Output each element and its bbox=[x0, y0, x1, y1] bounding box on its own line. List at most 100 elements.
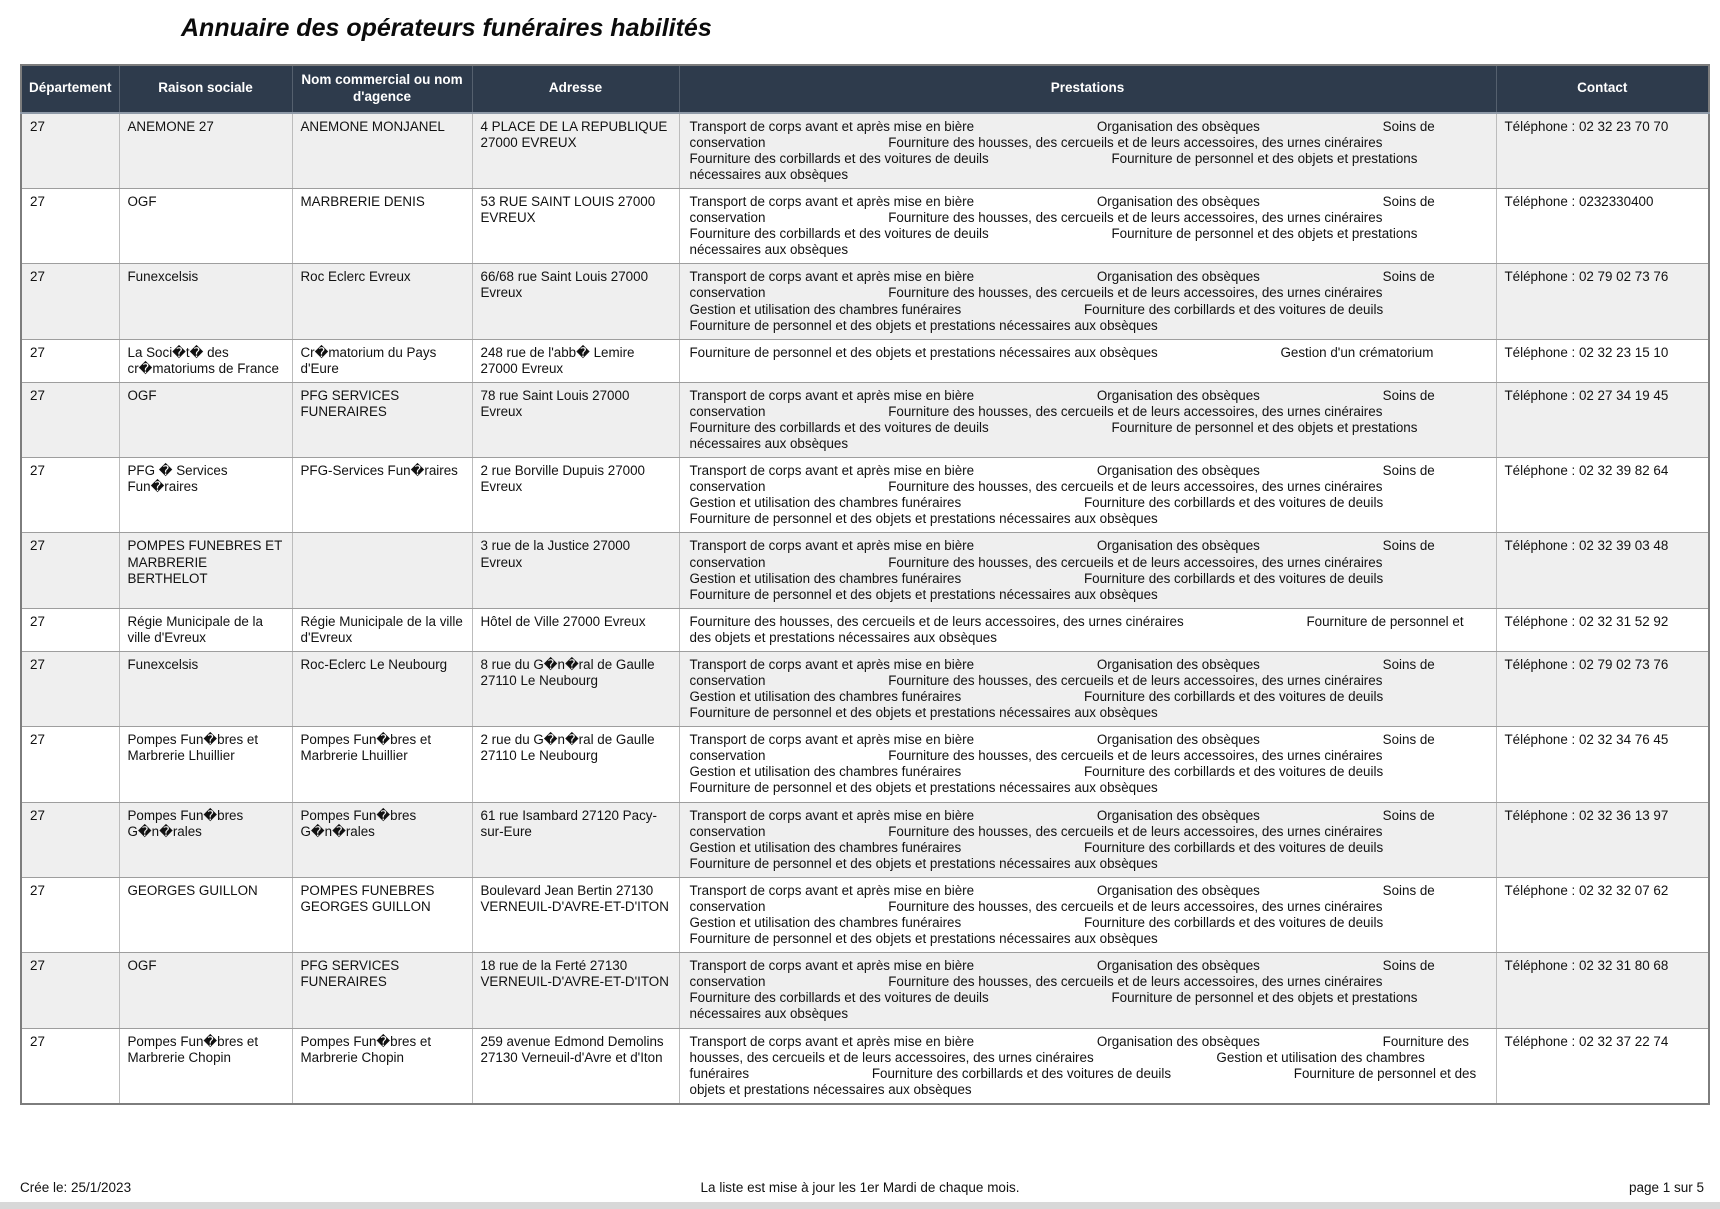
prestations-cell: Transport de corps avant et après mise e… bbox=[679, 726, 1497, 803]
nom-commercial-cell: MARBRERIE DENIS bbox=[292, 188, 473, 265]
table-row: 27 ANEMONE 27 ANEMONE MONJANEL 4 PLACE DE L… bbox=[21, 112, 1709, 190]
departement-cell: 27 bbox=[21, 382, 120, 459]
contact-cell: Téléphone : 02 32 39 82 64 bbox=[1496, 457, 1709, 534]
contact-cell: Téléphone : 02 32 23 70 70 bbox=[1496, 112, 1709, 190]
prestations-cell: Transport de corps avant et après mise e… bbox=[679, 188, 1497, 265]
prestations-cell: Fourniture des housses, des cercueils et… bbox=[679, 608, 1497, 652]
nom-commercial-cell: Roc Eclerc Evreux bbox=[292, 263, 473, 340]
adresse-cell: Boulevard Jean Bertin 27130 VERNEUIL-D'A… bbox=[472, 877, 680, 954]
raison-sociale-cell: PFG � Services Fun�raires bbox=[119, 457, 293, 534]
prestations-cell: Transport de corps avant et après mise e… bbox=[679, 263, 1497, 340]
nom-commercial-cell: Pompes Fun�bres G�n�rales bbox=[292, 802, 473, 878]
departement-cell: 27 bbox=[21, 608, 120, 652]
contact-cell: Téléphone : 0232330400 bbox=[1496, 188, 1709, 265]
departement-cell: 27 bbox=[21, 457, 120, 534]
col-header-prestations: Prestations bbox=[679, 65, 1497, 114]
adresse-cell: 53 RUE SAINT LOUIS 27000 EVREUX bbox=[472, 188, 680, 265]
prestations-cell: Transport de corps avant et après mise e… bbox=[679, 802, 1497, 878]
page-footer: Crée le: 25/1/2023 La liste est mise à j… bbox=[0, 1180, 1720, 1200]
bottom-scroll-band bbox=[0, 1202, 1720, 1209]
contact-cell: Téléphone : 02 79 02 73 76 bbox=[1496, 651, 1709, 728]
raison-sociale-cell: La Soci�t� des cr�matoriums de France bbox=[119, 339, 293, 383]
nom-commercial-cell: PFG-Services Fun�raires bbox=[292, 457, 473, 534]
adresse-cell: 3 rue de la Justice 27000 Evreux bbox=[472, 532, 680, 609]
col-header-adresse: Adresse bbox=[472, 65, 680, 114]
table-row: 27 PFG � Services Fun�raires PFG-Services … bbox=[21, 457, 1709, 534]
raison-sociale-cell: ANEMONE 27 bbox=[119, 112, 293, 190]
raison-sociale-cell: GEORGES GUILLON bbox=[119, 877, 293, 954]
adresse-cell: 248 rue de l'abb� Lemire 27000 Evreux bbox=[472, 339, 680, 383]
adresse-cell: 66/68 rue Saint Louis 27000 Evreux bbox=[472, 263, 680, 340]
raison-sociale-cell: Funexcelsis bbox=[119, 651, 293, 728]
col-header-contact: Contact bbox=[1496, 65, 1709, 114]
raison-sociale-cell: OGF bbox=[119, 382, 293, 459]
table-row: 27 Pompes Fun�bres et Marbrerie Lhuillier… bbox=[21, 726, 1709, 803]
raison-sociale-cell: OGF bbox=[119, 952, 293, 1029]
raison-sociale-cell: Pompes Fun�bres G�n�rales bbox=[119, 802, 293, 878]
table-row: 27 OGF PFG SERVICES FUNERAIRES 18 rue de la… bbox=[21, 952, 1709, 1029]
nom-commercial-cell: PFG SERVICES FUNERAIRES bbox=[292, 382, 473, 459]
departement-cell: 27 bbox=[21, 651, 120, 728]
col-header-nom-commercial: Nom commercial ou nom d'agence bbox=[292, 65, 473, 114]
adresse-cell: 18 rue de la Ferté 27130 VERNEUIL-D'AVRE… bbox=[472, 952, 680, 1029]
nom-commercial-cell: Roc-Eclerc Le Neubourg bbox=[292, 651, 473, 728]
departement-cell: 27 bbox=[21, 532, 120, 609]
departement-cell: 27 bbox=[21, 802, 120, 878]
raison-sociale-cell: OGF bbox=[119, 188, 293, 265]
nom-commercial-cell: ANEMONE MONJANEL bbox=[292, 112, 473, 190]
departement-cell: 27 bbox=[21, 188, 120, 265]
departement-cell: 27 bbox=[21, 952, 120, 1029]
raison-sociale-cell: Régie Municipale de la ville d'Evreux bbox=[119, 608, 293, 652]
table-row: 27 Funexcelsis Roc Eclerc Evreux 66/68 rue … bbox=[21, 263, 1709, 340]
departement-cell: 27 bbox=[21, 112, 120, 190]
departement-cell: 27 bbox=[21, 339, 120, 383]
table-row: 27 Pompes Fun�bres G�n�rales Pompes Fun�br… bbox=[21, 802, 1709, 878]
adresse-cell: 8 rue du G�n�ral de Gaulle 27110 Le Neub… bbox=[472, 651, 680, 728]
prestations-cell: Transport de corps avant et après mise e… bbox=[679, 651, 1497, 728]
prestations-cell: Transport de corps avant et après mise e… bbox=[679, 532, 1497, 609]
table-row: 27 OGF MARBRERIE DENIS 53 RUE SAINT LOUIS 2… bbox=[21, 188, 1709, 265]
page-title: Annuaire des opérateurs funéraires habil… bbox=[181, 14, 712, 42]
contact-cell: Téléphone : 02 27 34 19 45 bbox=[1496, 382, 1709, 459]
raison-sociale-cell: Pompes Fun�bres et Marbrerie Lhuillier bbox=[119, 726, 293, 803]
table-row: 27 Régie Municipale de la ville d'Evreux R… bbox=[21, 608, 1709, 652]
operators-table-body: 27 ANEMONE 27 ANEMONE MONJANEL 4 PLACE DE L… bbox=[21, 112, 1709, 1105]
table-row: 27 GEORGES GUILLON POMPES FUNEBRES GEORGES… bbox=[21, 877, 1709, 954]
contact-cell: Téléphone : 02 32 23 15 10 bbox=[1496, 339, 1709, 383]
contact-cell: Téléphone : 02 32 34 76 45 bbox=[1496, 726, 1709, 803]
col-header-raison-sociale: Raison sociale bbox=[119, 65, 293, 114]
adresse-cell: 61 rue Isambard 27120 Pacy-sur-Eure bbox=[472, 802, 680, 878]
adresse-cell: 78 rue Saint Louis 27000 Evreux bbox=[472, 382, 680, 459]
col-header-departement: Département bbox=[21, 65, 120, 114]
table-row: 27 POMPES FUNEBRES ET MARBRERIE BERTHELOT… bbox=[21, 532, 1709, 609]
contact-cell: Téléphone : 02 32 39 03 48 bbox=[1496, 532, 1709, 609]
prestations-cell: Transport de corps avant et après mise e… bbox=[679, 952, 1497, 1029]
departement-cell: 27 bbox=[21, 877, 120, 954]
prestations-cell: Transport de corps avant et après mise e… bbox=[679, 457, 1497, 534]
nom-commercial-cell: POMPES FUNEBRES GEORGES GUILLON bbox=[292, 877, 473, 954]
adresse-cell: 259 avenue Edmond Demolins 27130 Verneui… bbox=[472, 1028, 680, 1105]
adresse-cell: 4 PLACE DE LA REPUBLIQUE 27000 EVREUX bbox=[472, 112, 680, 190]
prestations-cell: Fourniture de personnel et des objets et… bbox=[679, 339, 1497, 383]
contact-cell: Téléphone : 02 32 37 22 74 bbox=[1496, 1028, 1709, 1105]
prestations-cell: Transport de corps avant et après mise e… bbox=[679, 877, 1497, 954]
departement-cell: 27 bbox=[21, 1028, 120, 1105]
nom-commercial-cell: PFG SERVICES FUNERAIRES bbox=[292, 952, 473, 1029]
raison-sociale-cell: Pompes Fun�bres et Marbrerie Chopin bbox=[119, 1028, 293, 1105]
adresse-cell: Hôtel de Ville 27000 Evreux bbox=[472, 608, 680, 652]
prestations-cell: Transport de corps avant et après mise e… bbox=[679, 382, 1497, 459]
operators-table: Département Raison sociale Nom commercia… bbox=[20, 64, 1710, 1105]
contact-cell: Téléphone : 02 32 31 80 68 bbox=[1496, 952, 1709, 1029]
prestations-cell: Transport de corps avant et après mise e… bbox=[679, 1028, 1497, 1105]
adresse-cell: 2 rue Borville Dupuis 27000 Evreux bbox=[472, 457, 680, 534]
footer-update-note: La liste est mise à jour les 1er Mardi d… bbox=[700, 1180, 1020, 1195]
nom-commercial-cell: Cr�matorium du Pays d'Eure bbox=[292, 339, 473, 383]
nom-commercial-cell bbox=[292, 532, 473, 609]
table-row: 27 Funexcelsis Roc-Eclerc Le Neubourg 8 rue… bbox=[21, 651, 1709, 728]
table-header-row: Département Raison sociale Nom commercia… bbox=[21, 65, 1709, 114]
adresse-cell: 2 rue du G�n�ral de Gaulle 27110 Le Neub… bbox=[472, 726, 680, 803]
contact-cell: Téléphone : 02 79 02 73 76 bbox=[1496, 263, 1709, 340]
prestations-cell: Transport de corps avant et après mise e… bbox=[679, 112, 1497, 190]
contact-cell: Téléphone : 02 32 36 13 97 bbox=[1496, 802, 1709, 878]
contact-cell: Téléphone : 02 32 32 07 62 bbox=[1496, 877, 1709, 954]
